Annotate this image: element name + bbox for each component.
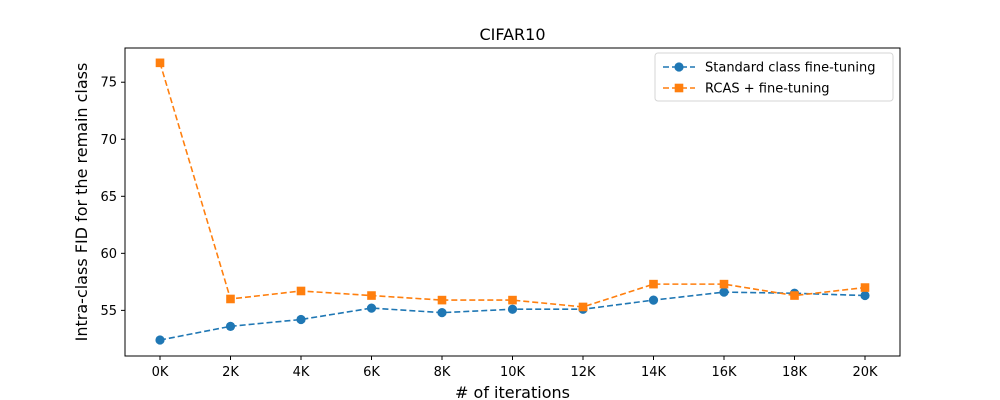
data-point: [719, 279, 729, 289]
data-point: [296, 286, 306, 296]
data-point: [508, 295, 517, 305]
series-line: [159, 62, 866, 308]
y-axis-label: Intra-class FID for the remain class: [72, 63, 91, 342]
data-point: [155, 58, 165, 68]
data-point: [366, 303, 377, 313]
series-2: [155, 58, 870, 312]
plot-area: 0K 2K 4K 6K 8K 10K 12K 14K 16K 18K 20K 55 60 65 70 75: [100, 47, 901, 380]
data-point: [437, 308, 447, 318]
x-tick-label: 16K: [711, 365, 737, 380]
y-tick-label: 65: [100, 190, 117, 205]
data-point: [648, 295, 659, 305]
legend-item: Standard class fine-tuning: [663, 61, 875, 76]
legend: Standard class fine-tuning RCAS + fine-tu…: [654, 52, 894, 102]
y-tick-label: 70: [100, 133, 117, 148]
data-point: [649, 279, 658, 289]
x-tick-label: 6K: [363, 365, 380, 380]
legend-box: [654, 52, 894, 102]
chart-title: CIFAR10: [479, 25, 545, 44]
legend-marker: [674, 62, 684, 72]
legend-item: RCAS + fine-tuning: [663, 82, 830, 97]
legend-label: RCAS + fine-tuning: [705, 82, 830, 97]
data-point: [719, 287, 729, 297]
x-tick-label: 14K: [641, 365, 667, 380]
x-tick-label: 10K: [500, 365, 526, 380]
x-tick-label: 0K: [152, 365, 169, 380]
x-tick-label: 12K: [570, 365, 596, 380]
data-point: [790, 291, 799, 300]
y-tick-label: 60: [100, 247, 117, 262]
data-point: [507, 304, 518, 314]
data-point: [225, 321, 236, 331]
legend-label: Standard class fine-tuning: [705, 61, 875, 76]
data-point: [226, 294, 235, 304]
data-point: [578, 302, 588, 312]
y-tick-label: 55: [100, 304, 117, 319]
y-tick-label: 75: [100, 76, 117, 91]
data-point: [860, 283, 870, 292]
x-tick-label: 4K: [293, 365, 310, 380]
data-point: [155, 335, 165, 345]
x-axis-label: # of iterations: [455, 383, 570, 400]
x-tick-label: 8K: [434, 365, 451, 380]
data-point: [367, 291, 376, 300]
x-tick-label: 18K: [782, 365, 808, 380]
data-point: [860, 290, 870, 301]
x-tick-label: 2K: [222, 365, 239, 380]
data-point: [296, 314, 306, 325]
data-point: [437, 295, 447, 305]
x-tick-label: 20K: [852, 365, 878, 380]
legend-marker: [674, 83, 684, 93]
